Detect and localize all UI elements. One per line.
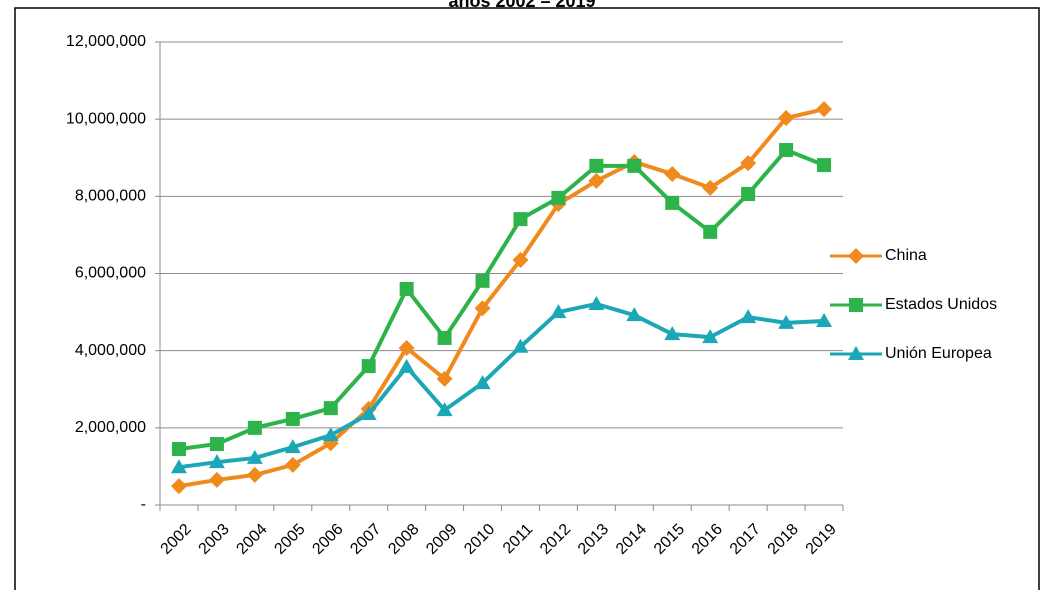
data-point bbox=[398, 339, 415, 356]
data-point bbox=[702, 179, 719, 196]
data-point bbox=[475, 273, 490, 288]
data-point bbox=[741, 187, 756, 202]
y-tick-label: 12,000,000 bbox=[66, 33, 146, 50]
data-point bbox=[513, 212, 528, 227]
chart-title: años 2002 – 2019 bbox=[448, 0, 595, 11]
data-point bbox=[246, 466, 263, 483]
data-point bbox=[437, 330, 452, 345]
data-point bbox=[817, 158, 832, 173]
data-point bbox=[284, 439, 301, 454]
data-point bbox=[322, 427, 339, 442]
data-point bbox=[170, 459, 187, 474]
data-point bbox=[208, 454, 225, 469]
data-point bbox=[702, 329, 719, 344]
data-point bbox=[360, 405, 377, 420]
y-tick-label: 2,000,000 bbox=[75, 419, 146, 436]
y-tick-label: 8,000,000 bbox=[75, 188, 146, 205]
data-point bbox=[740, 155, 757, 172]
data-point bbox=[627, 158, 642, 173]
data-point bbox=[588, 295, 605, 310]
data-point bbox=[209, 437, 224, 452]
legend-marker bbox=[848, 248, 864, 264]
legend-label: Estados Unidos bbox=[885, 296, 997, 313]
data-point bbox=[208, 471, 225, 488]
data-point bbox=[665, 195, 680, 210]
legend-label: Unión Europea bbox=[885, 345, 992, 362]
data-point bbox=[170, 478, 187, 495]
data-point bbox=[474, 300, 491, 317]
data-point bbox=[816, 312, 833, 327]
data-point bbox=[778, 110, 795, 127]
data-point bbox=[285, 411, 300, 426]
data-point bbox=[323, 401, 338, 416]
data-point bbox=[551, 190, 566, 205]
data-point bbox=[399, 281, 414, 296]
data-point bbox=[436, 402, 453, 417]
legend-marker bbox=[848, 346, 864, 360]
data-point bbox=[247, 420, 262, 435]
series-line bbox=[178, 301, 825, 470]
data-point bbox=[512, 338, 529, 353]
chart-frame bbox=[14, 7, 1040, 590]
data-point bbox=[779, 143, 794, 158]
y-tick-label: 6,000,000 bbox=[75, 265, 146, 282]
data-point bbox=[361, 359, 376, 374]
data-point bbox=[664, 165, 681, 182]
legend-marker bbox=[849, 298, 863, 312]
data-point bbox=[626, 307, 643, 322]
data-point bbox=[398, 358, 415, 373]
data-point bbox=[550, 304, 567, 319]
y-tick-label: - bbox=[141, 496, 146, 513]
legend-label: China bbox=[885, 247, 927, 264]
data-point bbox=[512, 251, 529, 268]
data-point bbox=[664, 326, 681, 341]
data-point bbox=[816, 101, 833, 118]
data-point bbox=[436, 370, 453, 387]
y-tick-label: 10,000,000 bbox=[66, 110, 146, 127]
data-point bbox=[740, 309, 757, 324]
y-tick-label: 4,000,000 bbox=[75, 342, 146, 359]
data-point bbox=[474, 375, 491, 390]
data-point bbox=[703, 224, 718, 239]
data-point bbox=[171, 442, 186, 457]
data-point bbox=[778, 314, 795, 329]
data-point bbox=[284, 456, 301, 473]
data-point bbox=[588, 172, 605, 189]
data-point bbox=[589, 158, 604, 173]
data-point bbox=[246, 449, 263, 464]
